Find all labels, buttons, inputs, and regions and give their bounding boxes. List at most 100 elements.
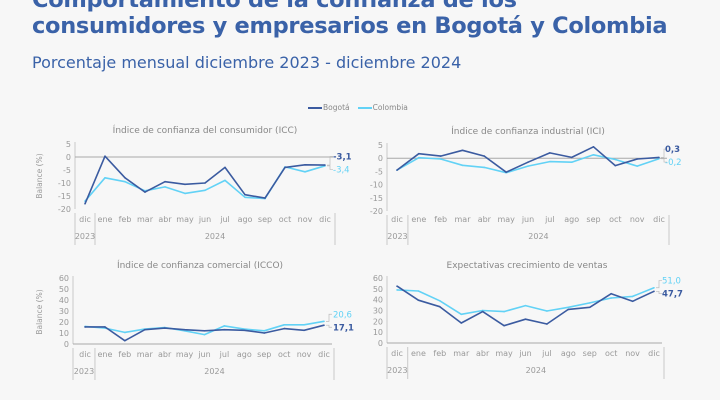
y-tick-label: -15 <box>58 192 71 201</box>
data-point-colombia <box>549 160 551 163</box>
x-tick-label: jun <box>518 349 531 358</box>
series-line-bogota <box>84 155 326 205</box>
data-point-colombia <box>204 189 206 192</box>
data-point-bogota <box>570 156 573 159</box>
y-tick-label: -15 <box>370 194 383 203</box>
data-point-bogota <box>460 322 463 324</box>
x-tick-label: sep <box>258 215 272 224</box>
data-point-bogota <box>204 182 206 184</box>
subtitle: Porcentaje mensual diciembre 2023 - dici… <box>32 53 462 72</box>
data-point-bogota <box>527 161 529 163</box>
legend: Bogotá Colombia <box>308 103 408 112</box>
data-point-bogota <box>124 339 126 342</box>
end-label-connector <box>326 313 332 322</box>
data-point-colombia <box>614 158 617 161</box>
data-point-colombia <box>164 186 166 188</box>
data-point-colombia <box>124 331 126 334</box>
y-tick-label: -5 <box>63 166 71 175</box>
legend-swatch-bogota <box>308 107 322 109</box>
data-point-colombia <box>104 177 106 179</box>
x-tick-label: dic <box>79 350 91 359</box>
data-point-bogota <box>224 166 226 169</box>
y-tick-label: 0 <box>378 154 383 163</box>
data-point-bogota <box>614 164 617 167</box>
data-point-bogota <box>503 324 505 327</box>
data-point-bogota <box>223 328 226 331</box>
data-point-colombia <box>653 286 655 289</box>
data-point-bogota <box>104 155 106 158</box>
x-tick-label: nov <box>630 215 645 224</box>
data-point-bogota <box>203 330 206 332</box>
series-line-colombia <box>84 320 325 336</box>
x-tick-label: mar <box>455 215 472 224</box>
y-tick-label: -20 <box>370 207 383 216</box>
data-point-colombia <box>631 295 634 298</box>
x-tick-label: abr <box>158 215 172 224</box>
legend-label: Colombia <box>372 103 408 112</box>
legend-swatch-colombia <box>357 107 372 109</box>
data-point-colombia <box>224 179 226 182</box>
data-point-colombia <box>524 304 527 307</box>
chart-title: Índice de confianza comercial (ICCO) <box>117 259 283 271</box>
data-point-bogota <box>244 193 246 196</box>
data-point-colombia <box>483 166 486 169</box>
data-point-colombia <box>203 333 206 336</box>
data-point-bogota <box>304 164 306 166</box>
x-tick-label: ene <box>97 350 112 359</box>
data-point-bogota <box>546 323 548 325</box>
data-point-colombia <box>567 306 570 309</box>
y-axis-label: Balance (%) <box>35 153 44 198</box>
data-point-colombia <box>303 323 305 326</box>
data-point-bogota <box>636 158 638 160</box>
end-value-label: 17,1 <box>333 323 354 333</box>
data-point-bogota <box>284 166 286 169</box>
data-point-colombia <box>283 323 285 326</box>
legend-label: Bogotá <box>323 103 350 112</box>
y-tick-label: 50 <box>59 285 69 294</box>
x-tick-label: ago <box>561 349 576 358</box>
year-label: 2023 <box>75 232 95 241</box>
data-point-bogota <box>549 152 551 154</box>
series-line-bogota <box>85 324 325 342</box>
year-label: 2024 <box>205 232 225 241</box>
x-tick-label: feb <box>118 350 131 359</box>
y-tick-label: 40 <box>373 296 383 305</box>
series-line-colombia <box>396 287 655 316</box>
data-point-colombia <box>124 180 126 183</box>
x-tick-label: oct <box>279 215 291 224</box>
data-point-bogota <box>483 155 486 157</box>
data-point-bogota <box>481 310 484 313</box>
x-tick-label: jul <box>219 215 230 224</box>
end-value-label: -3,4 <box>333 165 350 175</box>
y-tick-label: 0 <box>64 340 69 349</box>
data-point-bogota <box>417 299 420 302</box>
y-tick-label: 40 <box>59 296 69 305</box>
data-point-colombia <box>418 156 420 159</box>
chart-title: Expectativas crecimiento de ventas <box>447 261 608 271</box>
y-tick-label: 0 <box>378 339 383 348</box>
x-tick-label: feb <box>434 215 447 224</box>
end-label-connector <box>326 324 332 328</box>
data-point-colombia <box>304 171 306 173</box>
data-point-bogota <box>183 328 186 331</box>
data-point-bogota <box>396 285 398 287</box>
data-point-bogota <box>303 329 305 332</box>
data-point-colombia <box>658 157 660 160</box>
data-point-bogota <box>505 171 507 173</box>
x-tick-label: dic <box>391 215 403 224</box>
data-point-colombia <box>439 158 442 160</box>
data-point-bogota <box>143 328 146 331</box>
data-point-bogota <box>264 197 266 199</box>
end-value-label: -0,2 <box>665 158 682 168</box>
data-point-bogota <box>396 169 398 171</box>
x-tick-label: jul <box>541 349 552 358</box>
x-tick-label: abr <box>158 350 172 359</box>
end-value-label: -3,1 <box>333 152 352 162</box>
data-point-bogota <box>104 326 106 328</box>
x-tick-label: sep <box>586 215 600 224</box>
data-point-colombia <box>610 297 612 299</box>
data-point-bogota <box>144 191 146 193</box>
data-point-colombia <box>396 289 398 291</box>
data-point-bogota <box>439 155 442 157</box>
y-tick-label: -5 <box>375 167 383 176</box>
